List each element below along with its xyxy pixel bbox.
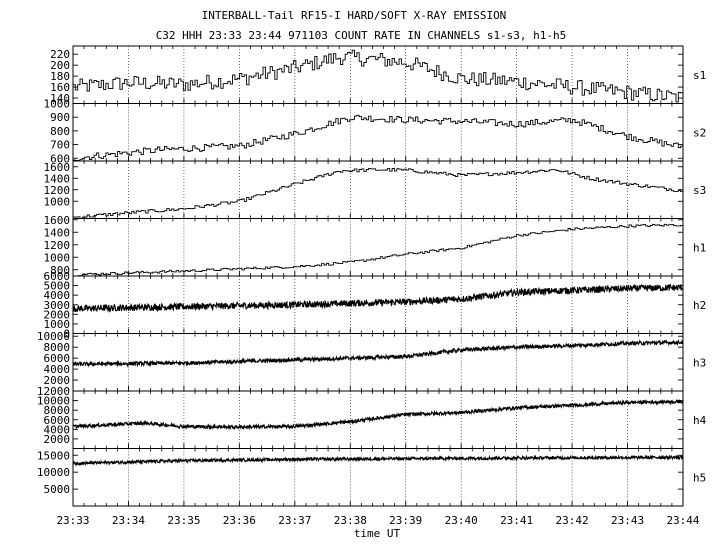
panel-frame [72,160,684,219]
y-tick-label: 1600 [44,214,71,227]
y-tick-label: 2000 [44,374,71,387]
channel-label-s2: s2 [693,126,706,139]
x-tick-label: 23:40 [445,514,478,527]
y-tick-label: 1200 [44,184,71,197]
y-tick-label: 1400 [44,226,71,239]
y-tick-label: 800 [50,125,70,138]
y-tick-label: 1600 [44,161,71,174]
channel-label-h3: h3 [693,356,706,369]
series-h5-line [72,454,684,467]
y-tick-label: 15000 [37,449,70,462]
x-axis-label: time UT [354,527,401,540]
y-tick-label: 4000 [44,363,71,376]
panel-frame [72,390,684,449]
series-s3-line [73,167,684,219]
series-h1-line [73,223,684,277]
y-tick-label: 600 [50,152,70,165]
x-axis: 23:33 23:34 23:35 23:36 23:37 23:38 23:39 23:40… [56,514,699,527]
channel-label-h4: h4 [693,414,707,427]
y-tick-label: 10000 [37,330,70,343]
y-tick-label: 4000 [44,423,71,436]
y-tick-label: 140 [50,92,70,105]
y-tick-label: 1000 [44,98,71,111]
x-tick-label: 23:37 [278,514,311,527]
x-tick-label: 23:42 [556,514,589,527]
channel-label-h1: h1 [693,241,706,254]
channel-label-h2: h2 [693,299,706,312]
y-tick-label: 4000 [44,289,71,302]
y-tick-label: 1000 [44,251,71,264]
y-tick-label: 180 [50,70,70,83]
channel-label-s3: s3 [693,184,706,197]
x-tick-label: 23:33 [56,514,89,527]
panel-frame [72,448,684,507]
y-tick-label: 6000 [44,270,71,283]
y-tick-label: 10000 [37,395,70,408]
x-tick-label: 23:36 [223,514,256,527]
y-tick-label: 1400 [44,172,71,185]
x-tick-label: 23:39 [389,514,422,527]
panel-h5: 5000 10000 15000 h5 [37,448,706,507]
panel-frame [72,103,684,162]
y-tick-label: 12000 [37,385,70,398]
panel-frame [72,218,684,277]
series-s1-line [73,49,684,103]
series-s2-line [73,114,684,162]
channel-label-h5: h5 [693,471,706,484]
y-tick-label: 2000 [44,433,71,446]
x-tick-label: 23:38 [334,514,367,527]
y-tick-label: 1000 [44,318,71,331]
y-tick-label: 10000 [37,466,70,479]
series-h3-line [72,339,684,368]
y-tick-label: 900 [50,111,70,124]
x-tick-label: 23:35 [167,514,200,527]
y-tick-label: 6000 [44,352,71,365]
y-tick-label: 220 [50,48,70,61]
chart-subtitle: C32 HHH 23:33 23:44 971103 COUNT RATE IN… [156,29,567,42]
series-h2-line [72,283,684,313]
x-tick-label: 23:43 [611,514,644,527]
series-h4-line [72,398,684,431]
y-tick-label: 0 [63,328,70,341]
y-tick-label: 1000 [44,195,71,208]
x-tick-label: 23:41 [500,514,533,527]
y-tick-label: 6000 [44,414,71,427]
y-tick-label: 8000 [44,341,71,354]
x-tick-label: 23:44 [666,514,699,527]
panels-group: 140160180200220s16007008009001000s210001… [37,45,707,507]
y-tick-label: 160 [50,81,70,94]
panel-frame [72,45,684,104]
y-tick-label: 8000 [44,404,71,417]
y-tick-label: 5000 [44,280,71,293]
x-tick-label: 23:34 [112,514,145,527]
chart-title: INTERBALL-Tail RF15-I HARD/SOFT X-RAY EM… [202,9,507,22]
y-tick-label: 2000 [44,308,71,321]
y-tick-label: 200 [50,59,70,72]
y-tick-label: 3000 [44,299,71,312]
y-tick-label: 1200 [44,239,71,252]
channel-label-s1: s1 [693,69,706,82]
y-tick-label: 800 [50,264,70,277]
y-tick-label: 700 [50,139,70,152]
y-tick-label: 5000 [44,483,71,496]
